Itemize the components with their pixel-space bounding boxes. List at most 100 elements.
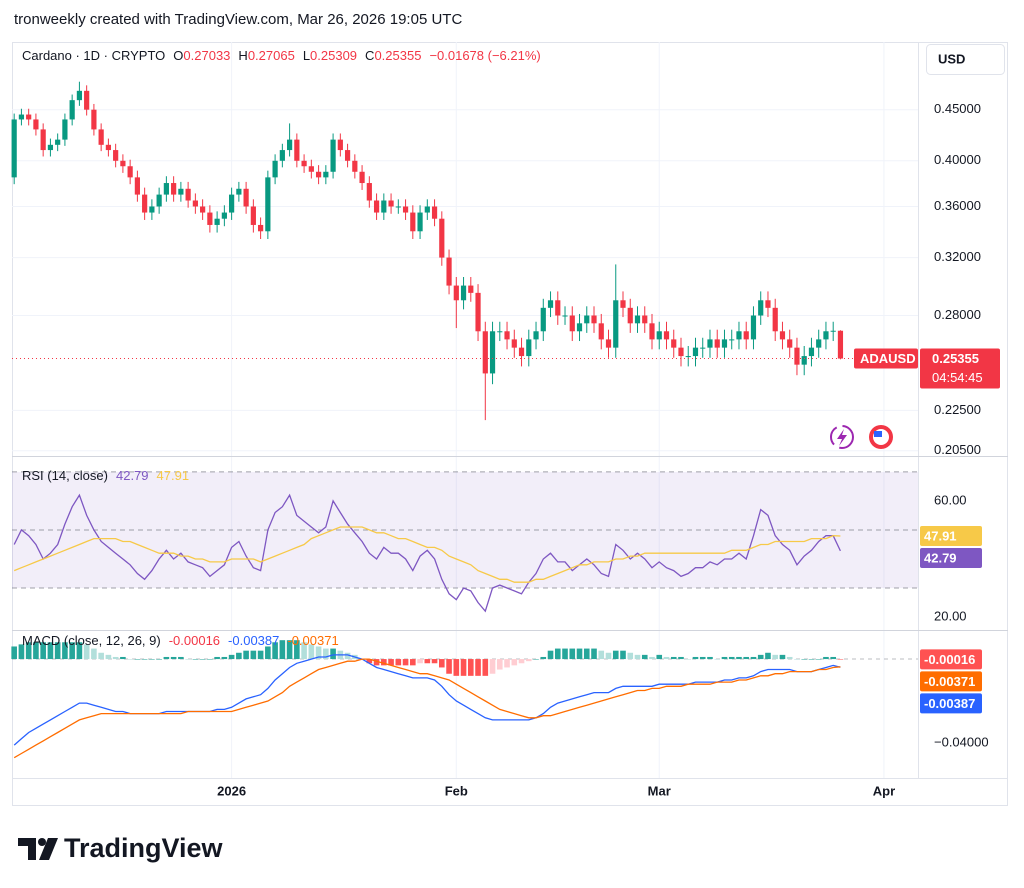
candle-body: [62, 119, 68, 140]
rsi-line: [13, 493, 841, 613]
snapshot-header: tronweekly created with TradingView.com,…: [14, 11, 462, 28]
macd-histogram-bar: [207, 659, 213, 660]
candle-body: [656, 331, 662, 340]
macd-histogram-bar: [591, 648, 597, 660]
candle-body: [366, 183, 372, 201]
axis-value-box: [920, 526, 982, 547]
macd-histogram-bar: [47, 642, 54, 660]
countdown-label: 04:54:45: [932, 370, 983, 385]
candle-body: [120, 160, 126, 167]
macd-histogram-bar: [779, 654, 786, 660]
macd-histogram-bar: [141, 659, 148, 660]
candle-body: [134, 177, 140, 195]
candle-body: [33, 119, 39, 130]
macd-histogram-bar: [656, 654, 663, 660]
candle-body: [127, 166, 133, 178]
low-value: 0.25309: [310, 48, 357, 63]
candle-body: [337, 139, 343, 151]
macd-histogram-bar: [243, 650, 249, 660]
candle-body: [736, 331, 742, 340]
macd-histogram-bar: [576, 648, 583, 660]
macd-histogram-bar: [467, 659, 474, 676]
macd-histogram-bar: [482, 659, 489, 676]
candle-body: [301, 160, 307, 167]
candle-body: [460, 285, 467, 301]
candle-body: [381, 200, 387, 213]
y-tick-label: 0.28000: [934, 307, 981, 322]
candle-body: [171, 183, 177, 195]
candle-body: [482, 331, 488, 374]
candle-body: [801, 356, 807, 365]
axis-value-box: [920, 671, 982, 692]
candle-body: [98, 129, 104, 145]
macd-histogram-bar: [801, 659, 808, 660]
candle-body: [837, 330, 844, 359]
candle-body: [526, 339, 532, 357]
macd-histogram-bar: [257, 650, 264, 660]
candle-body: [518, 347, 525, 357]
candle-body: [40, 129, 46, 151]
candle-body: [489, 331, 496, 374]
macd-histogram-bar: [707, 656, 713, 660]
macd-histogram-bar: [641, 654, 648, 660]
candle-body: [200, 206, 206, 213]
candle-body: [598, 323, 604, 340]
macd-histogram-bar: [54, 642, 61, 660]
macd-value: -0.00387: [228, 633, 279, 648]
candle-body: [591, 315, 597, 324]
macd-histogram-bar: [634, 654, 641, 660]
macd-histogram-bar: [460, 659, 467, 676]
candle-body: [47, 144, 54, 151]
candle-body: [163, 183, 169, 195]
macd-histogram-bar: [823, 656, 829, 660]
candle-body: [685, 356, 691, 358]
candle-body: [816, 339, 822, 348]
candle-body: [808, 347, 815, 357]
candle-body: [26, 114, 32, 120]
y-tick-label: −0.04000: [934, 734, 989, 749]
macd-histogram-bar: [714, 659, 721, 660]
macd-legend: MACD (close, 12, 26, 9) -0.00016 -0.00387-…: [22, 633, 339, 648]
candle-body: [671, 339, 677, 348]
currency-button[interactable]: [926, 44, 1005, 75]
macd-histogram-bar: [670, 656, 677, 660]
candle-body: [294, 139, 300, 161]
x-tick-label: 2026: [217, 783, 246, 798]
macd-histogram-bar: [308, 644, 315, 660]
candle-body: [431, 206, 438, 219]
candle-body: [308, 166, 314, 172]
candle-body: [765, 300, 771, 308]
axis-value-label: -0.00387: [924, 696, 975, 711]
macd-histogram-bar: [395, 659, 402, 666]
candle-body: [55, 139, 61, 145]
macd-histogram-bar: [772, 654, 779, 660]
macd-histogram-bar: [504, 659, 510, 668]
macd-histogram-bar: [250, 650, 257, 660]
macd-histogram-bar: [518, 659, 525, 664]
candle-body: [562, 315, 568, 317]
candle-body: [185, 188, 191, 201]
candle-body: [620, 300, 626, 308]
candle-body: [468, 285, 474, 293]
candle-body: [388, 200, 394, 207]
currency-label[interactable]: USD: [938, 51, 965, 66]
macd-line: [13, 658, 841, 759]
macd-histogram-bar: [149, 659, 155, 660]
y-tick-label: 0.40000: [934, 152, 981, 167]
macd-histogram-bar: [815, 659, 822, 660]
price-label: 0.25355: [932, 351, 979, 366]
chart-frame: [12, 42, 1008, 806]
candle-body: [678, 347, 684, 357]
macd-histogram-bar: [743, 656, 750, 660]
ohlc-letter: L: [303, 48, 310, 63]
macd-histogram-bar: [134, 659, 141, 660]
macd-title: MACD (close, 12, 26, 9): [22, 633, 161, 648]
macd-histogram-bar: [446, 659, 452, 674]
candle-body: [707, 339, 713, 348]
candle-body: [642, 315, 648, 324]
macd-histogram-bar: [750, 656, 757, 660]
macd-histogram-bar: [228, 654, 235, 660]
macd-histogram-bar: [511, 659, 518, 666]
candle-body: [149, 206, 155, 213]
